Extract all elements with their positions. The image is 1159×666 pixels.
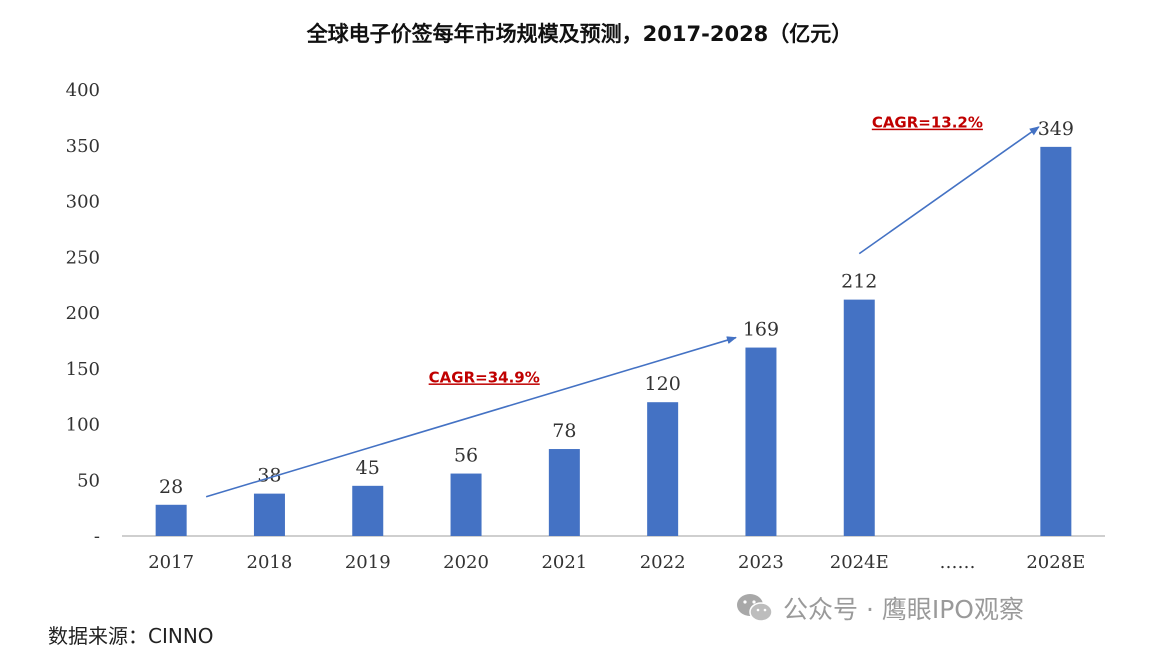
x-tick-label: 2018 (247, 552, 293, 573)
cagr-arrow (205, 336, 737, 498)
data-label: 78 (552, 420, 576, 442)
x-tick-label: …… (940, 552, 976, 573)
y-tick-label: 300 (66, 192, 100, 213)
y-tick-label: 100 (66, 415, 100, 436)
bar (548, 449, 580, 536)
data-label: 212 (841, 271, 877, 293)
x-tick-label: 2019 (345, 552, 391, 573)
x-tick-label: 2028E (1026, 552, 1085, 573)
cagr-annotations: CAGR=34.9% CAGR=13.2% (205, 114, 1040, 498)
bars (155, 146, 1072, 537)
data-label: 56 (454, 445, 478, 467)
cagr-label: CAGR=34.9% (429, 368, 540, 386)
x-tick-label: 2023 (738, 552, 784, 573)
y-tick-label: 150 (66, 359, 100, 380)
y-tick-label: 400 (66, 80, 100, 101)
data-label: 120 (645, 373, 681, 395)
x-tick-label: 2024E (830, 552, 889, 573)
y-axis: - 50 100 150 200 250 300 350 400 (66, 80, 100, 547)
bar-chart: - 50 100 150 200 250 300 350 400 28 38 45 56 78 120 16… (66, 80, 1105, 573)
y-tick-label: 50 (77, 470, 100, 491)
bar (253, 493, 285, 536)
data-label: 349 (1038, 118, 1074, 140)
watermark-text: 公众号 · 鹰眼IPO观察 (783, 595, 1024, 624)
source-note: 数据来源：CINNO (48, 624, 214, 648)
y-tick-label: 250 (66, 247, 100, 268)
x-tick-label: 2020 (443, 552, 489, 573)
cagr-arrow (858, 126, 1040, 255)
bar (745, 347, 777, 536)
bar (647, 402, 679, 536)
y-tick-label: 200 (66, 303, 100, 324)
data-labels: 28 38 45 56 78 120 169 212 349 (159, 118, 1074, 498)
y-tick-label: 350 (66, 136, 100, 157)
data-label: 169 (743, 319, 779, 341)
data-label: 45 (356, 457, 380, 479)
bar (843, 299, 875, 536)
data-label: 28 (159, 476, 183, 498)
bar (352, 485, 384, 536)
y-tick-label: - (94, 526, 100, 547)
x-tick-label: 2021 (541, 552, 587, 573)
chart-title: 全球电子价签每年市场规模及预测，2017-2028（亿元） (306, 22, 853, 46)
bar (1040, 146, 1072, 537)
x-tick-label: 2017 (148, 552, 194, 573)
bar (155, 504, 187, 536)
x-tick-label: 2022 (640, 552, 686, 573)
x-axis: 2017 2018 2019 2020 2021 2022 2023 2024E …… 2028E (148, 552, 1085, 573)
data-label: 38 (257, 465, 281, 487)
wechat-icon (737, 594, 773, 622)
watermark: 公众号 · 鹰眼IPO观察 (735, 590, 1024, 626)
cagr-label: CAGR=13.2% (872, 114, 983, 132)
bar (450, 473, 482, 536)
